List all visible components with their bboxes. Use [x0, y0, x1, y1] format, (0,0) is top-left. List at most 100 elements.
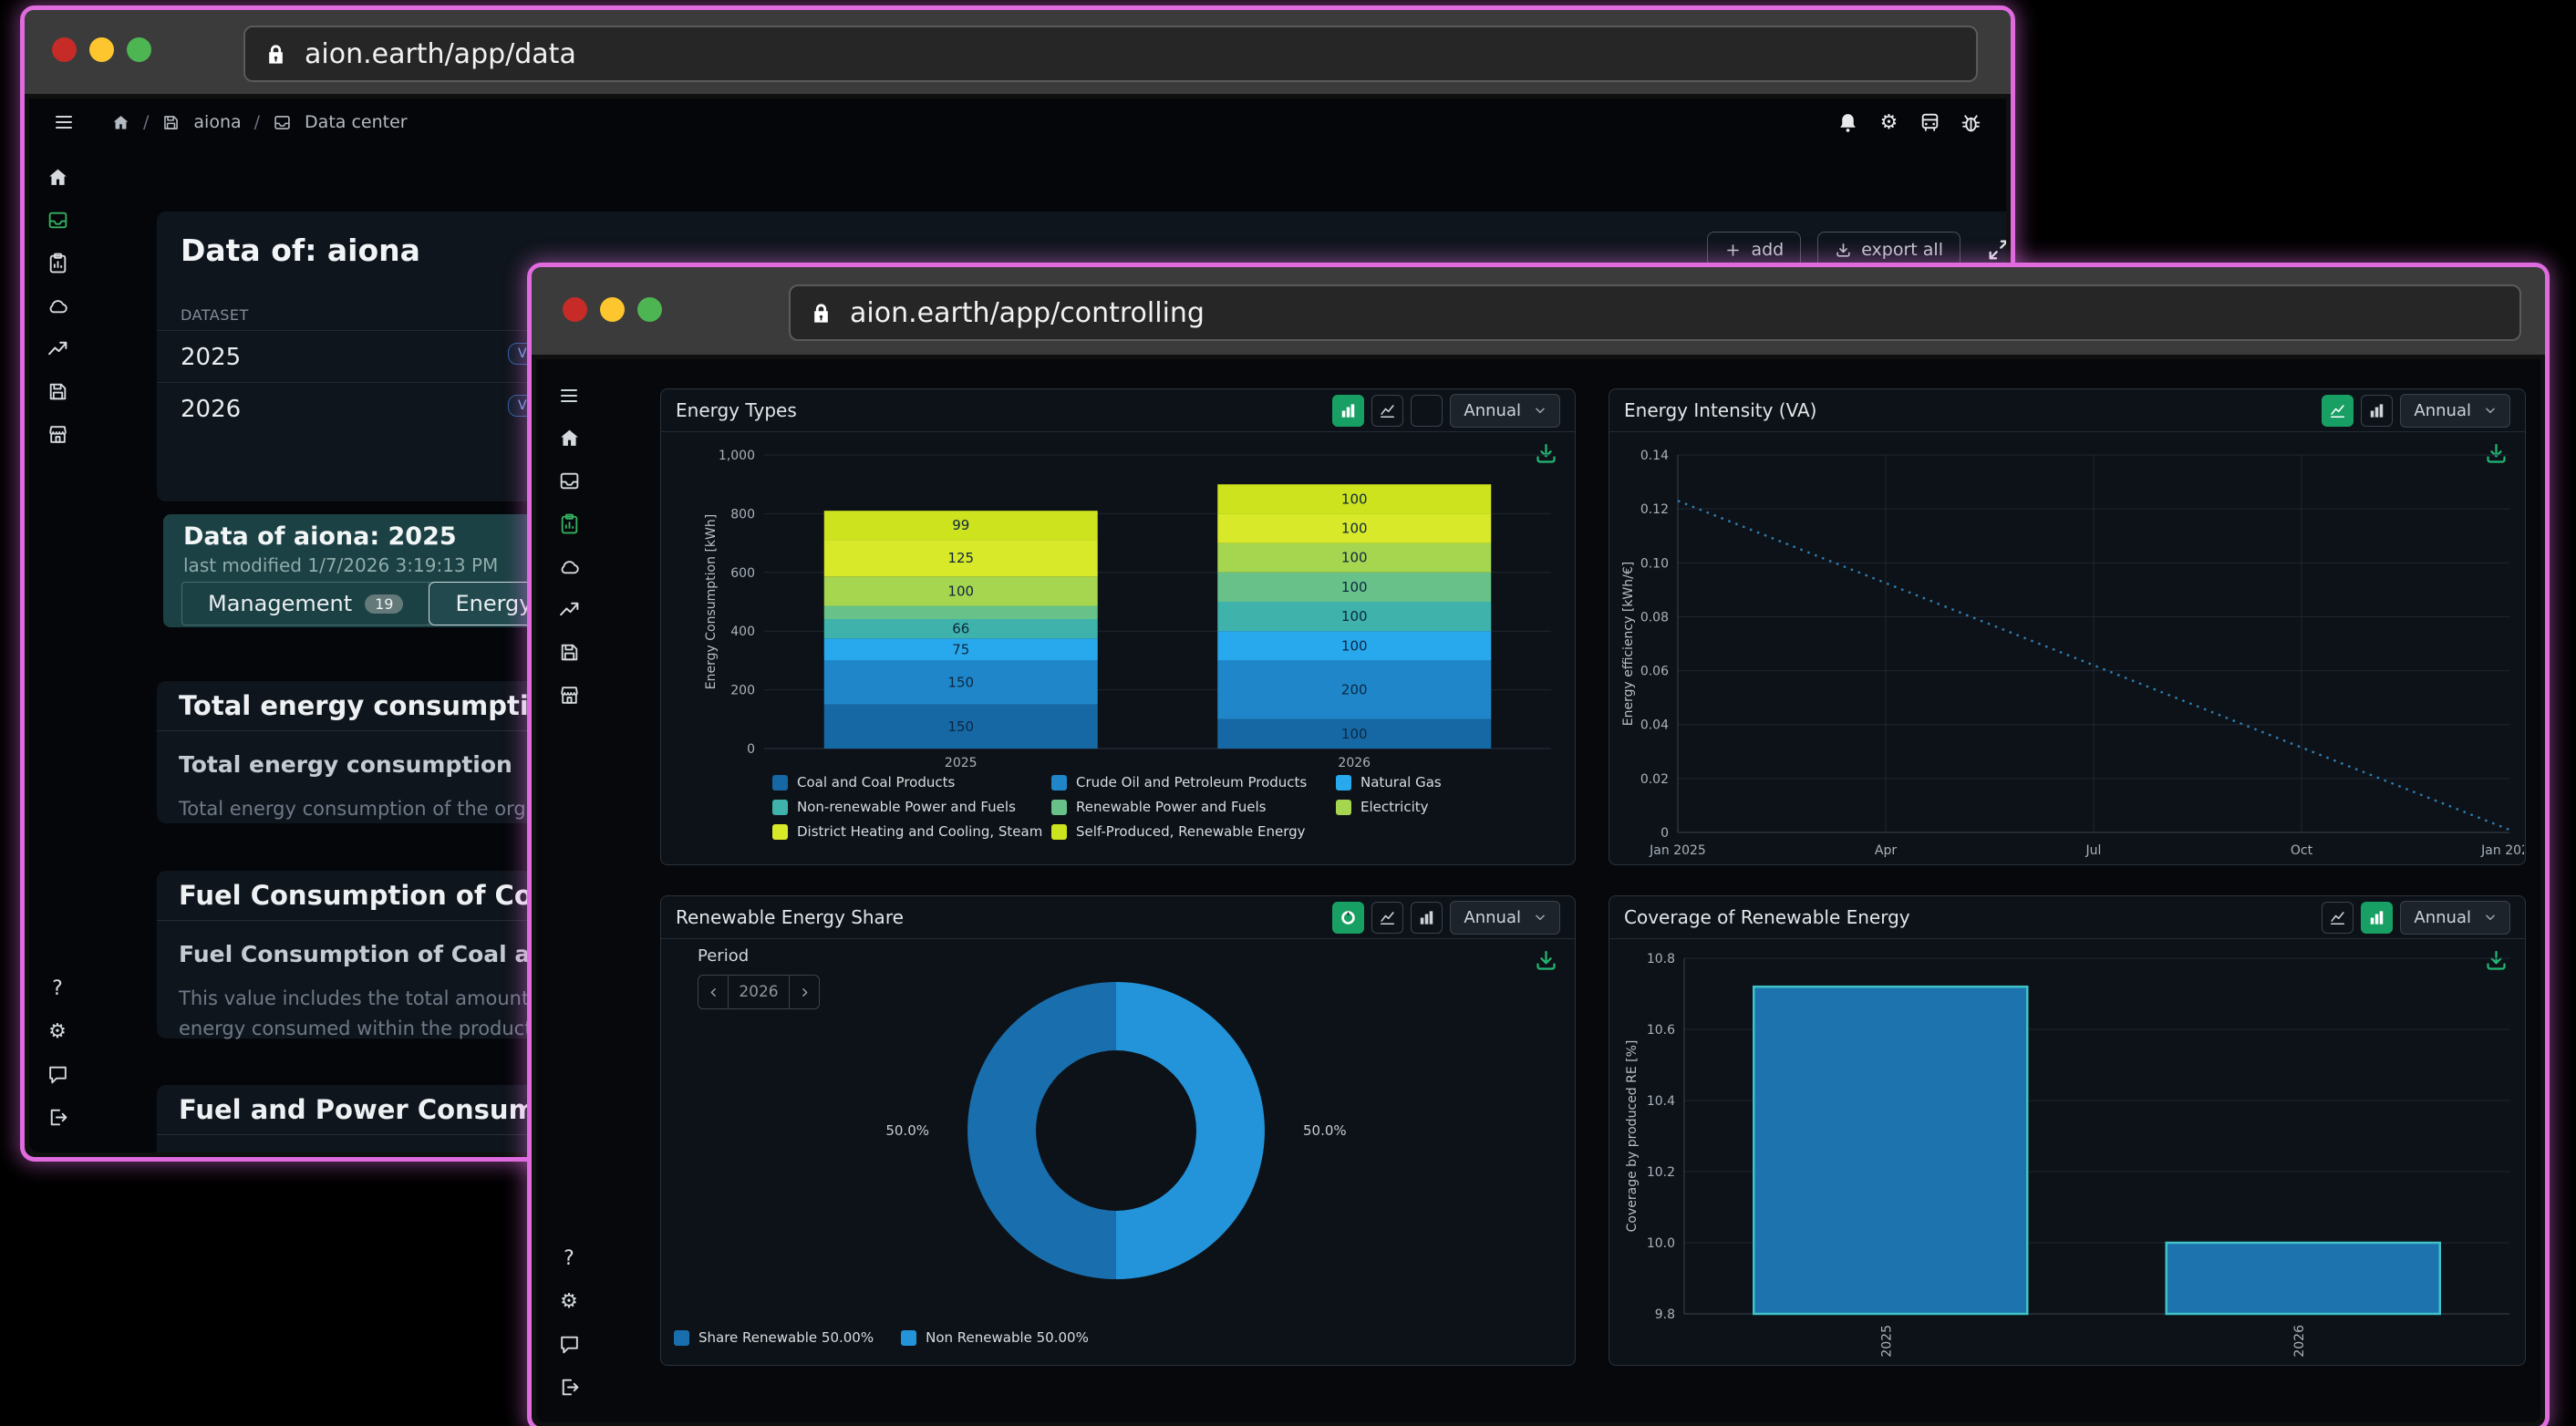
expand-icon[interactable]: [1986, 237, 2006, 263]
chat-icon[interactable]: [47, 1063, 69, 1086]
interval-dropdown[interactable]: Annual: [1450, 393, 1560, 428]
panel-renewable-share: Renewable Energy Share Annual: [660, 895, 1576, 1366]
app-topbar: / aiona / Data center ⚙: [29, 98, 2006, 146]
line-chart-icon: [1379, 402, 1396, 419]
interval-dropdown[interactable]: Annual: [1450, 900, 1560, 935]
breadcrumb-section[interactable]: Data center: [305, 112, 408, 132]
sidebar-item-reports[interactable]: [47, 252, 69, 274]
svg-text:100: 100: [1341, 579, 1368, 595]
window-titlebar[interactable]: aion.earth/app/data: [25, 10, 2011, 94]
line-chart-toggle[interactable]: [1371, 394, 1404, 427]
svg-text:150: 150: [947, 718, 974, 735]
sidebar: ? ⚙: [29, 146, 86, 1152]
svg-text:10.2: 10.2: [1647, 1165, 1675, 1180]
sidebar-item-analytics[interactable]: [47, 337, 69, 360]
legend-swatch: [1051, 799, 1067, 815]
close-window-button[interactable]: [563, 297, 587, 322]
gear-icon[interactable]: ⚙: [560, 1290, 578, 1313]
svg-text:0.08: 0.08: [1640, 610, 1669, 625]
zoom-window-button[interactable]: [127, 37, 151, 62]
svg-text:0.04: 0.04: [1640, 718, 1669, 733]
bus-icon[interactable]: [1919, 111, 1941, 134]
metric-title[interactable]: Total energy consumption: [179, 751, 512, 778]
energy-intensity-chart: 0 0.02 0.04 0.06 0.08 0.10 0.12 0.14 Jan 2025 Apr…: [1609, 432, 2525, 864]
donut-chart-toggle[interactable]: [1332, 901, 1365, 934]
panel-title: Energy Types: [676, 399, 797, 421]
interval-dropdown[interactable]: Annual: [2400, 393, 2510, 428]
minimize-window-button[interactable]: [89, 37, 114, 62]
address-bar[interactable]: aion.earth/app/data: [243, 26, 1978, 82]
sidebar-item-data-center[interactable]: [558, 470, 581, 492]
minimize-window-button[interactable]: [600, 297, 625, 322]
chart-legend: Coal and Coal Products Crude Oil and Petr…: [772, 774, 1573, 840]
breadcrumb-org[interactable]: aiona: [193, 112, 242, 132]
menu-icon[interactable]: [558, 385, 580, 407]
sidebar-item-fleet[interactable]: [558, 684, 581, 707]
svg-text:Jul: Jul: [2085, 843, 2102, 858]
line-chart-toggle[interactable]: [1371, 901, 1404, 934]
zoom-window-button[interactable]: [637, 297, 662, 322]
logout-icon[interactable]: [558, 1376, 581, 1399]
bell-icon[interactable]: [1836, 111, 1859, 134]
bar-chart-toggle[interactable]: [2361, 901, 2394, 934]
bug-icon[interactable]: [1960, 111, 1982, 134]
svg-text:2025: 2025: [1879, 1325, 1894, 1358]
legend-swatch: [772, 799, 788, 815]
line-chart-toggle[interactable]: [2322, 394, 2354, 427]
sidebar-item-home[interactable]: [47, 166, 69, 189]
tab-management[interactable]: Management 19: [182, 583, 430, 625]
chat-icon[interactable]: [558, 1333, 581, 1356]
svg-text:150: 150: [947, 675, 974, 691]
breadcrumb: / aiona / Data center: [111, 112, 408, 132]
chart-canvas: 9.8 10.0 10.2 10.4 10.6 10.8 Coverage by produ…: [1625, 952, 2509, 1358]
download-icon: [1835, 242, 1852, 259]
legend-item: Electricity: [1336, 799, 1573, 815]
dataset-year[interactable]: 2025: [181, 344, 242, 371]
dataset-year[interactable]: 2026: [181, 396, 242, 423]
svg-text:10.8: 10.8: [1647, 952, 1675, 966]
blank-toggle[interactable]: [1411, 394, 1443, 427]
bar-chart-toggle[interactable]: [2361, 394, 2394, 427]
svg-text:Jan 2026: Jan 2026: [2480, 843, 2524, 858]
panel-energy-intensity: Energy Intensity (VA) Annual 0 0.02 0.: [1609, 388, 2526, 865]
window-titlebar[interactable]: aion.earth/app/controlling: [532, 267, 2545, 355]
sidebar-item-controlling[interactable]: [558, 512, 581, 535]
period-selector: Period 2026: [698, 946, 820, 1009]
help-icon[interactable]: ?: [564, 1247, 574, 1270]
last-modified-text: last modified 1/7/2026 3:19:13 PM: [183, 554, 499, 576]
gear-icon[interactable]: ⚙: [48, 1020, 67, 1043]
svg-text:10.0: 10.0: [1647, 1236, 1675, 1251]
logout-icon[interactable]: [47, 1106, 69, 1129]
legend-swatch: [1336, 799, 1351, 815]
bar-chart-toggle[interactable]: [1332, 394, 1365, 427]
sidebar-item-emissions[interactable]: [47, 294, 69, 317]
data-center-icon: [273, 113, 292, 132]
page-title: Data of: aiona: [181, 232, 420, 268]
sidebar-item-emissions[interactable]: [558, 555, 581, 578]
svg-text:66: 66: [952, 621, 969, 637]
line-chart-toggle[interactable]: [2322, 901, 2354, 934]
sidebar-item-storage[interactable]: [47, 380, 69, 403]
svg-text:100: 100: [1341, 608, 1368, 625]
bar-chart-toggle[interactable]: [1411, 901, 1443, 934]
sidebar-item-home[interactable]: [558, 427, 581, 450]
sidebar-item-analytics[interactable]: [558, 598, 581, 621]
menu-icon[interactable]: [53, 111, 75, 133]
home-icon[interactable]: [111, 113, 130, 132]
interval-dropdown[interactable]: Annual: [2400, 900, 2510, 935]
period-label: Period: [698, 946, 750, 966]
address-bar[interactable]: aion.earth/app/controlling: [789, 284, 2521, 341]
gear-icon[interactable]: ⚙: [1879, 110, 1898, 134]
svg-text:Energy Consumption [kWh]: Energy Consumption [kWh]: [704, 514, 719, 689]
chevron-down-icon: [2484, 404, 2497, 417]
lock-icon: [264, 42, 288, 67]
sidebar-item-fleet[interactable]: [47, 423, 69, 446]
line-chart-icon: [2329, 909, 2346, 926]
sidebar-item-storage[interactable]: [558, 641, 581, 664]
svg-text:Energy efficiency [kWh/€]: Energy efficiency [kWh/€]: [1621, 562, 1636, 727]
svg-text:0.14: 0.14: [1640, 449, 1669, 463]
line-chart-icon: [2329, 402, 2346, 419]
close-window-button[interactable]: [52, 37, 77, 62]
help-icon[interactable]: ?: [52, 977, 63, 1000]
sidebar-item-data-center[interactable]: [47, 209, 69, 232]
